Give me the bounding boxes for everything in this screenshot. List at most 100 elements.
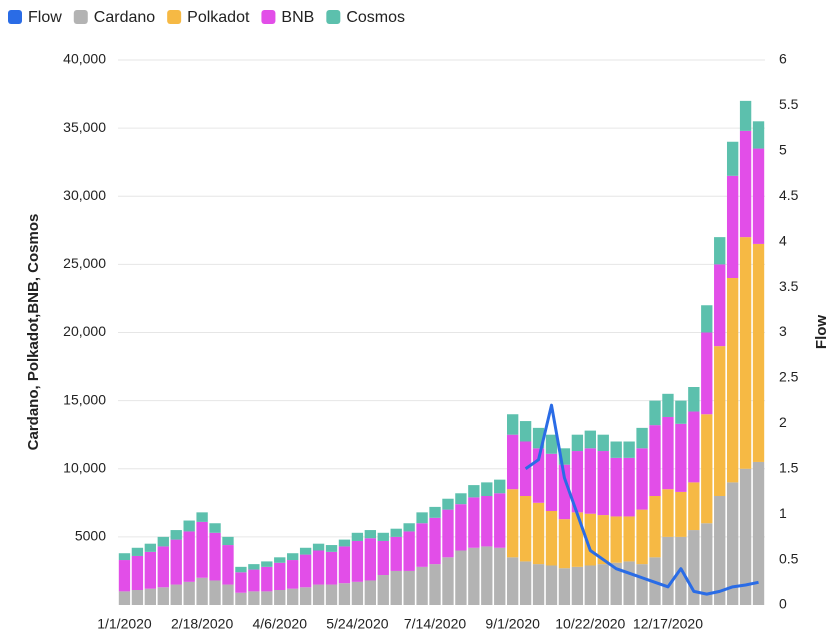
bar-segment [429, 517, 441, 565]
bar-segment [532, 502, 545, 565]
legend-label: Polkadot [187, 9, 250, 26]
bar-segment [558, 568, 571, 605]
y2-tick-label: 4.5 [779, 187, 799, 203]
bar-segment [545, 434, 558, 454]
bar-segment [714, 264, 726, 347]
bar-segment [222, 545, 234, 585]
bar-segment [144, 588, 157, 605]
bar-segment [455, 504, 467, 551]
bar-segment [519, 421, 532, 442]
bar-segment [170, 584, 182, 605]
bar-segment [287, 588, 299, 605]
bar-segment [739, 130, 752, 238]
legend-label: Cardano [94, 9, 155, 26]
bar-segment [623, 457, 635, 517]
y-tick-label: 5000 [75, 528, 106, 544]
bar-segment [157, 546, 169, 588]
bar-segment [325, 551, 338, 585]
y2-tick-label: 0 [779, 596, 787, 612]
bar-segment [377, 540, 389, 576]
bar-segment [688, 411, 700, 483]
bar-segment [636, 448, 648, 510]
bar-segment [468, 497, 480, 548]
bar-segment [338, 583, 351, 605]
y2-axis-label: Flow [813, 315, 830, 349]
bar-segment [494, 479, 506, 494]
bar-segment [455, 493, 467, 505]
y-tick-label: 30,000 [63, 187, 106, 203]
y2-tick-label: 3 [779, 323, 787, 339]
bar-segment [739, 237, 752, 469]
bar-segment [261, 591, 273, 605]
y-tick-label: 35,000 [63, 119, 106, 135]
bar-segment [183, 520, 195, 532]
bar-segment [338, 539, 351, 547]
y2-tick-label: 3.5 [779, 278, 799, 294]
bar-segment [442, 509, 454, 558]
bar-segment [610, 441, 622, 458]
bar-segment [403, 570, 415, 605]
bar-segment [726, 278, 739, 483]
bar-segment [584, 513, 596, 566]
y2-tick-label: 4 [779, 232, 787, 248]
bar-segment [377, 575, 389, 605]
bar-segment [701, 414, 713, 524]
bar-segment [312, 550, 325, 585]
bar-segment [131, 547, 144, 556]
bar-segment [144, 551, 157, 589]
bar-segment [623, 516, 635, 562]
bar-segment [481, 496, 493, 547]
bar-segment [390, 528, 402, 537]
bar-segment [571, 451, 584, 513]
y-tick-label: 25,000 [63, 255, 106, 271]
bar-segment [325, 584, 338, 605]
bar-segment [481, 546, 493, 605]
legend-label: Flow [28, 9, 62, 26]
bar-segment [299, 547, 312, 555]
bar-segment [726, 482, 739, 605]
bar-segment [752, 148, 765, 244]
line-series [524, 403, 759, 596]
bar-segment [649, 496, 661, 558]
bar-segment [649, 425, 661, 496]
y-tick-label: 15,000 [63, 391, 106, 407]
bar-segment [209, 523, 221, 533]
bar-segment [157, 587, 169, 605]
bar-segment [287, 560, 299, 589]
bar-segment [377, 532, 389, 541]
bar-segment [636, 427, 648, 449]
bar-segment [752, 461, 765, 605]
bar-segment [209, 580, 221, 605]
bar-segment [131, 555, 144, 591]
x-tick-label: 12/17/2020 [633, 616, 703, 632]
bar-segment [442, 557, 454, 605]
bar-segment [183, 531, 195, 582]
bar-segment [338, 546, 351, 584]
bar-segment [714, 237, 726, 265]
bar-segment [144, 543, 157, 552]
legend-label: Cosmos [346, 9, 405, 26]
y2-tick-label: 0.5 [779, 550, 799, 566]
bar-segment [118, 553, 131, 561]
bar-segment [222, 584, 234, 605]
x-tick-label: 7/14/2020 [404, 616, 466, 632]
bar-segment [662, 416, 674, 490]
bar-segment [688, 387, 700, 412]
bar-segment [312, 584, 325, 605]
bar-segment [558, 464, 571, 520]
bar-segment [558, 519, 571, 569]
bar-segment [675, 423, 687, 492]
bar-segment [688, 482, 700, 531]
y2-tick-label: 6 [779, 51, 787, 67]
bar-segment [688, 530, 700, 605]
bar-segment [248, 591, 260, 605]
bar-segment [429, 564, 441, 605]
bar-segment [209, 532, 221, 581]
bar-segment [714, 346, 726, 496]
y2-tick-label: 2.5 [779, 369, 799, 385]
bar-segment [714, 496, 726, 605]
bar-segment [752, 121, 765, 149]
bar-segment [519, 496, 532, 562]
bar-segment [416, 523, 428, 567]
